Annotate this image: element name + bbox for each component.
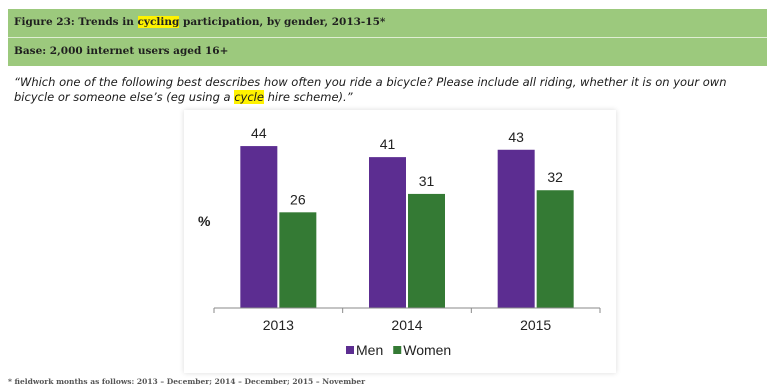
- figure-base: Base: 2,000 internet users aged 16+: [14, 45, 229, 57]
- data-label: 31: [419, 173, 435, 189]
- data-label: 32: [547, 169, 563, 185]
- legend-label-women: Women: [403, 342, 451, 358]
- y-axis-label: %: [198, 213, 211, 229]
- figure-title: Figure 23: Trends in cycling participati…: [14, 16, 385, 28]
- title-suffix: participation, by gender, 2013-15*: [179, 16, 386, 28]
- legend-swatch-men: [346, 346, 354, 354]
- question-text-start: “Which one of the following best describ…: [14, 75, 727, 104]
- question-text-end: hire scheme).”: [263, 90, 353, 104]
- bar-chart: 44 26 2013 41 31 2014 43 32 2015% Men Women: [198, 125, 601, 358]
- chart-area: 44 26 2013 41 31 2014 43 32 2015% Men Women: [184, 110, 616, 373]
- header-divider: [8, 37, 767, 38]
- data-label: 26: [290, 191, 306, 207]
- legend-label-men: Men: [356, 342, 383, 358]
- bar-women-2014: [408, 193, 445, 308]
- title-highlight: cycling: [137, 16, 180, 28]
- bar-men-2015: [497, 149, 535, 308]
- survey-question: “Which one of the following best describ…: [14, 75, 762, 105]
- x-tick-label: 2014: [391, 317, 422, 333]
- title-prefix: Figure 23: Trends in: [14, 16, 138, 28]
- figure-header: Figure 23: Trends in cycling participati…: [8, 9, 767, 66]
- legend-swatch-women: [393, 346, 402, 354]
- x-tick-label: 2015: [520, 317, 551, 333]
- question-highlight: cycle: [234, 90, 264, 104]
- footnote: * fieldwork months as follows: 2013 – De…: [8, 377, 366, 386]
- data-label: 41: [380, 136, 396, 152]
- x-tick-label: 2013: [263, 317, 294, 333]
- bar-women-2013: [279, 212, 317, 308]
- bar-women-2015: [536, 190, 574, 308]
- data-label: 44: [251, 125, 267, 141]
- bar-men-2014: [369, 157, 406, 308]
- data-label: 43: [508, 129, 524, 145]
- bar-men-2013: [240, 146, 278, 308]
